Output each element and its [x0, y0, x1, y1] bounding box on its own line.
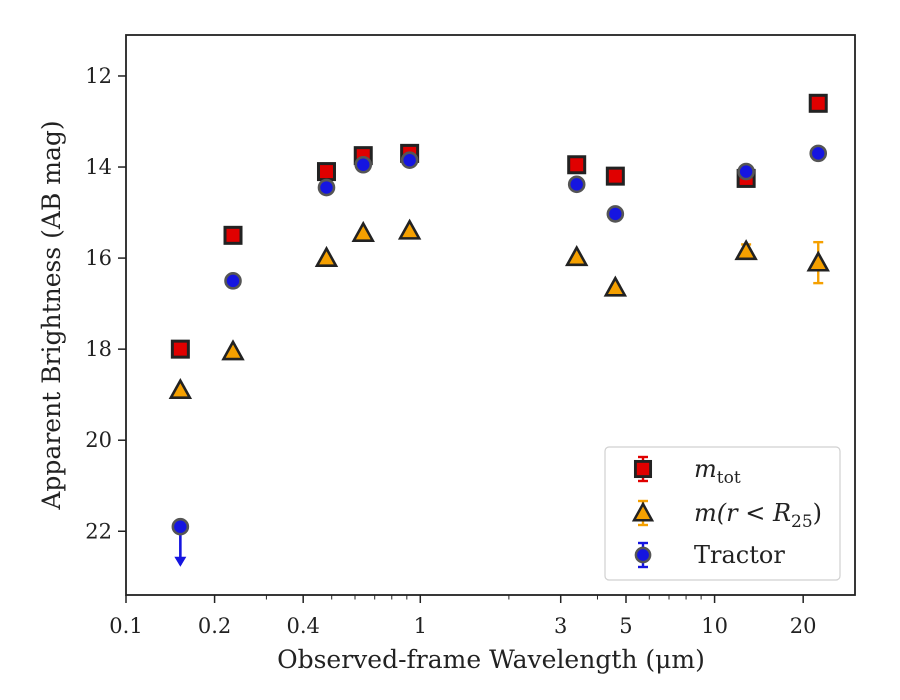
data-point-square — [808, 93, 828, 113]
legend-label-main: m(r < R — [694, 499, 791, 527]
data-point-triangle — [351, 220, 375, 242]
y-tick-label: 12 — [85, 64, 112, 88]
legend-entry: m(r < R25) — [631, 499, 822, 532]
x-axis-label: Observed-frame Wavelength (μm) — [277, 645, 705, 674]
x-tick-label: 1 — [414, 614, 427, 638]
legend-label: m(r < R25) — [694, 499, 822, 532]
legend-label-main: Tractor — [694, 541, 785, 569]
data-point-circle — [737, 162, 755, 181]
legend-box — [604, 446, 841, 581]
data-point-triangle — [564, 245, 589, 267]
x-tick-label: 5 — [619, 614, 632, 638]
legend-label-end: ) — [813, 499, 822, 527]
data-point-triangle — [314, 245, 339, 267]
data-point-triangle — [168, 377, 193, 400]
data-point-circle — [606, 205, 625, 223]
x-tick-label: 3 — [554, 614, 567, 638]
plot-area — [168, 93, 830, 567]
legend-label: mtot — [694, 455, 741, 488]
data-point-circle — [354, 155, 373, 174]
data-point-circle — [400, 151, 419, 170]
data-point-circle — [171, 517, 190, 536]
x-tick-label: 10 — [701, 614, 728, 638]
x-tick-label: 0.1 — [109, 614, 142, 638]
x-tick-label: 0.4 — [286, 614, 319, 638]
y-tick-label: 16 — [85, 246, 112, 270]
series-triangle — [168, 218, 830, 400]
data-point-square — [223, 225, 243, 245]
data-point-circle — [809, 144, 828, 163]
series-square — [170, 93, 828, 359]
y-tick-label: 14 — [85, 155, 112, 179]
x-tick-label: 20 — [790, 614, 817, 638]
y-axis-label: Apparent Brightness (AB mag) — [37, 120, 66, 510]
y-tick-label: 22 — [85, 519, 112, 543]
data-point-square — [567, 155, 587, 175]
legend: mtot m(r < R25) Tractor — [604, 446, 841, 581]
legend-marker-square — [633, 459, 653, 479]
plot-frame — [125, 34, 856, 596]
axes: 0.1 0.2 0.4 1 3 5 10 20 12 14 16 18 20 22 — [85, 34, 856, 638]
legend-marker-circle — [634, 546, 652, 564]
data-point-square — [316, 162, 336, 182]
legend-entry: Tractor — [634, 541, 785, 569]
series-circle — [171, 144, 828, 567]
data-point-triangle — [734, 239, 758, 261]
data-point-triangle — [221, 339, 245, 361]
data-point-triangle — [603, 275, 628, 297]
y-tick-label: 18 — [85, 337, 112, 361]
data-point-circle — [567, 175, 586, 194]
x-tick-label: 0.2 — [198, 614, 231, 638]
legend-label-subscript: tot — [717, 468, 741, 488]
legend-label: Tractor — [694, 541, 785, 569]
legend-entry: mtot — [633, 455, 741, 488]
data-point-square — [170, 339, 190, 359]
data-point-circle — [317, 178, 336, 197]
data-point-triangle — [806, 250, 830, 272]
y-tick-label: 20 — [85, 428, 112, 452]
data-point-triangle — [397, 218, 422, 240]
legend-marker-triangle — [631, 501, 655, 522]
legend-label-main: m — [694, 455, 717, 483]
legend-label-subscript: 25 — [791, 512, 813, 532]
upper-limit-arrowhead — [174, 556, 187, 567]
data-point-square — [605, 166, 625, 186]
data-point-circle — [224, 272, 242, 290]
